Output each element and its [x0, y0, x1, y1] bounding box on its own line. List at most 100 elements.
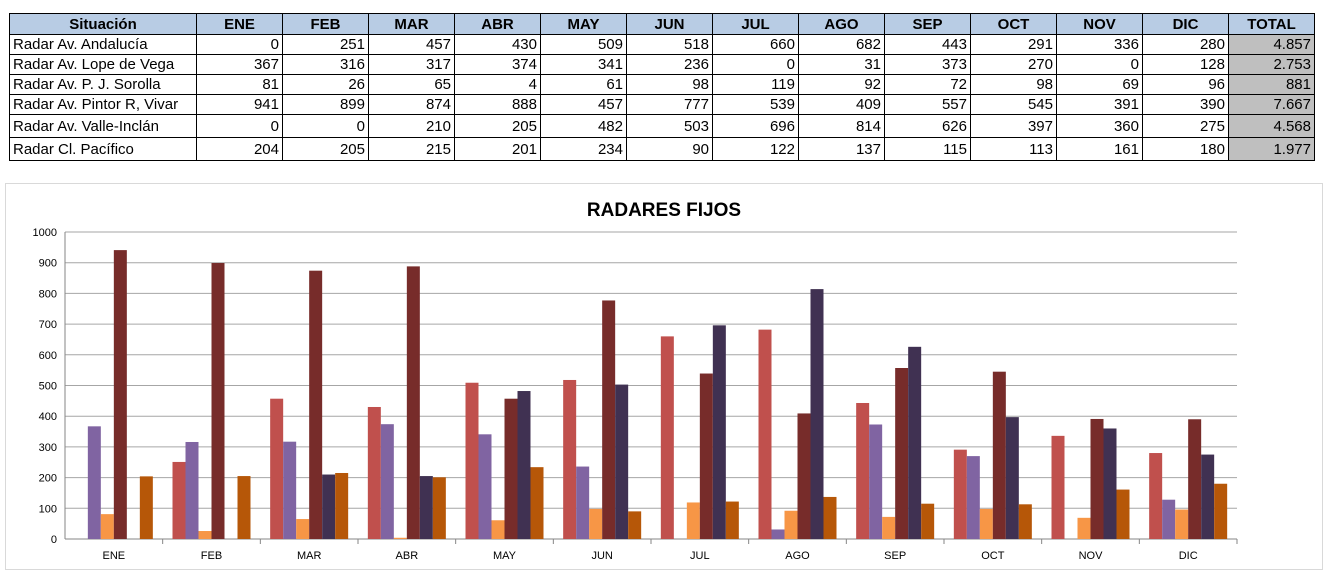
bar	[660, 336, 674, 539]
cell-value: 96	[1142, 74, 1229, 95]
cell-value: 161	[1056, 137, 1143, 161]
bar	[270, 398, 284, 539]
row-total: 7.667	[1228, 94, 1315, 115]
bar	[211, 263, 225, 539]
header-month: SEP	[884, 13, 971, 35]
row-name: Radar Cl. Pacífico	[9, 137, 197, 161]
y-tick-label: 800	[39, 288, 57, 300]
table-row: Radar Av. P. J. Sorolla 81 26 65 4 61 98 119 92 7…	[9, 74, 1315, 95]
cell-value: 373	[884, 54, 971, 75]
table-header-row: Situación ENE FEB MAR ABR MAY JUN JUL AG…	[9, 13, 1315, 35]
cell-value: 0	[196, 34, 283, 55]
cell-value: 201	[454, 137, 541, 161]
bar	[615, 384, 629, 539]
chart-title: RADARES FIJOS	[587, 200, 741, 221]
cell-value: 72	[884, 74, 971, 95]
row-total: 4.568	[1228, 114, 1315, 138]
bar	[504, 398, 518, 539]
bar	[992, 371, 1006, 539]
bar	[380, 424, 394, 539]
cell-value: 0	[1056, 54, 1143, 75]
bar	[699, 373, 713, 539]
cell-value: 0	[282, 114, 369, 138]
bar	[810, 289, 824, 539]
cell-value: 137	[798, 137, 885, 161]
y-tick-label: 900	[39, 258, 57, 270]
cell-value: 275	[1142, 114, 1229, 138]
bar	[1149, 453, 1163, 539]
bar	[296, 519, 310, 539]
cell-value: 280	[1142, 34, 1229, 55]
cell-value: 0	[196, 114, 283, 138]
cell-value: 210	[368, 114, 455, 138]
cell-value: 557	[884, 94, 971, 115]
x-tick-label: OCT	[981, 550, 1005, 562]
bar	[1175, 509, 1189, 539]
row-name: Radar Av. P. J. Sorolla	[9, 74, 197, 95]
x-tick-label: MAY	[493, 550, 517, 562]
bar	[335, 472, 349, 539]
cell-value: 234	[540, 137, 627, 161]
header-month: NOV	[1056, 13, 1143, 35]
cell-value: 874	[368, 94, 455, 115]
bar	[172, 461, 186, 539]
header-total: TOTAL	[1228, 13, 1315, 35]
axes: 0 100 200 300 400 500 600 700 800 900 1000 ENE FEB MA…	[33, 227, 1238, 562]
bar	[725, 501, 739, 539]
bar	[185, 441, 199, 539]
x-tick-label: FEB	[201, 550, 222, 562]
cell-value: 397	[970, 114, 1057, 138]
bar	[771, 529, 785, 539]
y-tick-label: 200	[39, 473, 57, 485]
x-tick-label: SEP	[884, 550, 906, 562]
y-tick-label: 500	[39, 381, 57, 393]
bar	[1005, 417, 1019, 539]
x-tick-label: MAR	[297, 550, 322, 562]
bar	[895, 368, 909, 539]
cell-value: 409	[798, 94, 885, 115]
cell-value: 457	[368, 34, 455, 55]
row-total: 4.857	[1228, 34, 1315, 55]
bar	[1201, 454, 1215, 539]
bar-series	[87, 250, 1228, 539]
cell-value: 61	[540, 74, 627, 95]
bar	[100, 514, 114, 539]
x-tick-label: ABR	[396, 550, 419, 562]
cell-value: 236	[626, 54, 713, 75]
chart-area: RADARES FIJOS 0 100 200 300 400 500 600 700 800 9…	[5, 183, 1323, 570]
x-tick-label: ENE	[103, 550, 126, 562]
cell-value: 119	[712, 74, 799, 95]
bar	[1103, 428, 1117, 539]
cell-value: 92	[798, 74, 885, 95]
bar	[1188, 419, 1202, 539]
cell-value: 317	[368, 54, 455, 75]
bar	[966, 456, 980, 539]
table-row: Radar Av. Pintor R, Vivar 941 899 874 888 457…	[9, 94, 1315, 115]
table-row: Radar Av. Andalucía 0 251 457 430 509 518 660 68…	[9, 34, 1315, 55]
cell-value: 539	[712, 94, 799, 115]
bar	[979, 508, 993, 539]
bar	[953, 449, 967, 539]
bar	[1018, 504, 1032, 539]
cell-value: 682	[798, 34, 885, 55]
bar	[563, 379, 577, 539]
cell-value: 204	[196, 137, 283, 161]
header-situacion: Situación	[9, 13, 197, 35]
cell-value: 367	[196, 54, 283, 75]
row-total: 2.753	[1228, 54, 1315, 75]
cell-value: 251	[282, 34, 369, 55]
cell-value: 545	[970, 94, 1057, 115]
bar	[367, 406, 381, 539]
cell-value: 443	[884, 34, 971, 55]
y-tick-label: 300	[39, 442, 57, 454]
bar	[589, 508, 603, 539]
bar	[856, 402, 870, 539]
cell-value: 660	[712, 34, 799, 55]
cell-value: 26	[282, 74, 369, 95]
cell-value: 518	[626, 34, 713, 55]
bar-chart: RADARES FIJOS 0 100 200 300 400 500 600 700 800 9…	[33, 200, 1238, 562]
cell-value: 81	[196, 74, 283, 95]
cell-value: 814	[798, 114, 885, 138]
table-row: Radar Av. Valle-Inclán 0 0 210 205 482 503 696 8…	[9, 114, 1315, 138]
cell-value: 374	[454, 54, 541, 75]
